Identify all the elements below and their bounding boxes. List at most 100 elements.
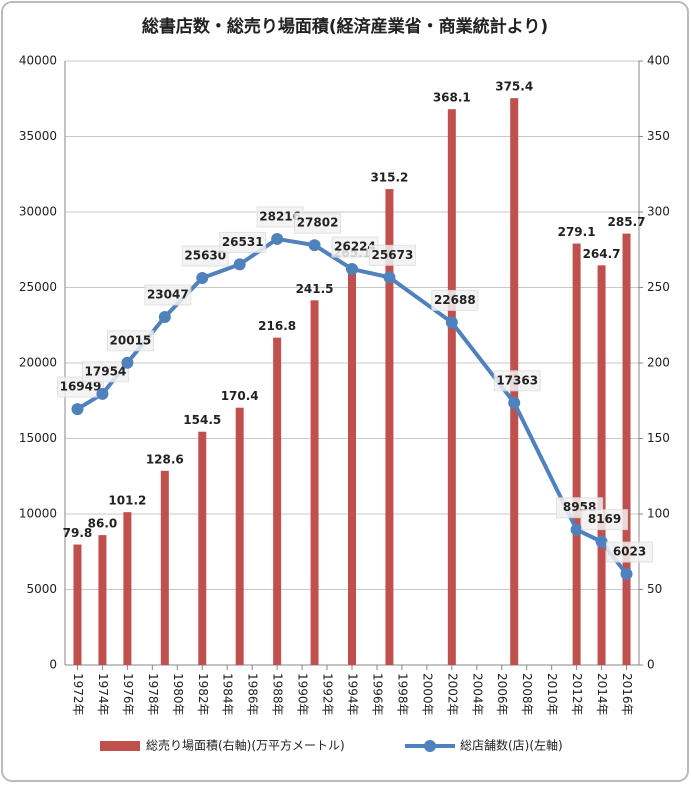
line-marker xyxy=(570,523,583,536)
line-marker xyxy=(508,396,521,409)
label-box xyxy=(144,284,192,306)
bar xyxy=(622,233,631,665)
x-tick-label: 1986年 xyxy=(246,673,260,716)
bar-value-label: 216.8 xyxy=(258,319,296,333)
x-tick-label: 1990年 xyxy=(296,673,310,716)
line-marker xyxy=(383,271,396,284)
y2-tick-label: 400 xyxy=(647,54,670,68)
line-value-label: 26224 xyxy=(334,240,376,254)
bar xyxy=(447,109,456,665)
x-tick-label: 2008年 xyxy=(520,673,534,716)
label-box xyxy=(431,289,479,311)
x-tick-label: 1982年 xyxy=(196,673,210,716)
legend-label: 総店舗数(店)(左軸) xyxy=(460,738,563,753)
bar-value-label: 285.7 xyxy=(608,215,646,229)
bar-value-label: 279.1 xyxy=(558,225,596,239)
bar xyxy=(385,189,394,665)
y-tick-label: 25000 xyxy=(19,280,57,294)
bar xyxy=(160,470,169,665)
y2-tick-label: 200 xyxy=(647,356,670,370)
y2-tick-label: 350 xyxy=(647,129,670,143)
bar-value-label: 128.6 xyxy=(146,452,184,466)
line-value-label: 27802 xyxy=(297,216,339,230)
x-tick-label: 1996年 xyxy=(370,673,384,716)
line-marker xyxy=(158,310,171,323)
y2-tick-label: 100 xyxy=(647,507,670,521)
y-tick-label: 0 xyxy=(49,658,57,672)
x-tick-label: 1978年 xyxy=(146,673,160,716)
y-tick-label: 30000 xyxy=(19,205,57,219)
bar-value-label: 154.5 xyxy=(183,413,221,427)
x-tick-label: 2002年 xyxy=(445,673,459,716)
x-tick-label: 1984年 xyxy=(221,673,235,716)
line-marker xyxy=(271,232,284,245)
x-tick-label: 1994年 xyxy=(346,673,360,716)
line-marker xyxy=(71,403,84,416)
y-tick-label: 35000 xyxy=(19,129,57,143)
bar xyxy=(235,407,244,665)
x-tick-label: 1974年 xyxy=(96,673,110,716)
line-marker xyxy=(445,316,458,329)
y-tick-label: 20000 xyxy=(19,356,57,370)
label-box xyxy=(219,231,267,253)
x-tick-label: 2004年 xyxy=(470,673,484,716)
bar-value-label: 375.4 xyxy=(495,80,533,94)
x-tick-label: 1972年 xyxy=(71,673,85,716)
label-box xyxy=(81,361,129,383)
bar xyxy=(348,264,356,665)
label-box xyxy=(368,244,416,266)
bar-value-label: 101.2 xyxy=(108,494,146,508)
label-box xyxy=(181,245,229,267)
bar xyxy=(73,544,82,665)
line-value-label: 6023 xyxy=(613,545,646,559)
line-value-label: 17363 xyxy=(496,373,538,387)
x-tick-label: 1988年 xyxy=(271,673,285,716)
y2-tick-label: 150 xyxy=(647,431,670,445)
line-marker xyxy=(308,239,321,252)
line-value-label: 23047 xyxy=(147,287,189,301)
bar xyxy=(198,431,207,665)
line-marker xyxy=(121,356,134,369)
label-box xyxy=(581,509,629,531)
x-tick-label: 2010年 xyxy=(545,673,559,716)
line-value-label: 25673 xyxy=(372,248,414,262)
x-tick-label: 1980年 xyxy=(171,673,185,716)
bar-value-label: 264.7 xyxy=(583,247,621,261)
y-tick-label: 10000 xyxy=(19,507,57,521)
bar-value-label: 79.8 xyxy=(63,526,93,540)
line-marker xyxy=(346,263,358,276)
y2-tick-label: 0 xyxy=(647,658,655,672)
x-tick-label: 1998年 xyxy=(395,673,409,716)
bar-value-label: 315.2 xyxy=(370,171,408,185)
bar-value-label: 170.4 xyxy=(221,389,259,403)
x-tick-label: 2000年 xyxy=(420,673,434,716)
line-marker xyxy=(196,271,209,284)
line-marker xyxy=(96,387,109,400)
bar-value-label: 241.5 xyxy=(296,282,334,296)
chart-title: 総書店数・総売り場面積(経済産業省・商業統計より) xyxy=(142,16,548,37)
y-tick-label: 40000 xyxy=(19,54,57,68)
line-value-label: 25630 xyxy=(184,248,226,262)
x-tick-label: 1976年 xyxy=(121,673,135,716)
bar xyxy=(123,512,132,665)
line-value-label: 17954 xyxy=(85,364,127,378)
bar xyxy=(98,535,107,665)
x-tick-label: 2012年 xyxy=(570,673,584,716)
bar-value-label: 368.1 xyxy=(433,91,471,105)
bar xyxy=(572,243,581,665)
line-marker xyxy=(595,535,608,548)
label-box xyxy=(294,212,342,234)
line-value-label: 28216 xyxy=(259,209,301,223)
line-marker xyxy=(233,258,246,271)
line-value-label: 8169 xyxy=(588,512,621,526)
line-value-label: 22688 xyxy=(434,293,476,307)
bar xyxy=(597,265,606,665)
x-tick-label: 2016年 xyxy=(620,673,634,716)
y2-tick-label: 250 xyxy=(647,280,670,294)
line-value-label: 16949 xyxy=(60,380,102,394)
line-marker xyxy=(620,568,633,581)
bar-value-label: 86.0 xyxy=(88,517,118,531)
label-box xyxy=(493,370,541,392)
label-box xyxy=(606,541,654,563)
